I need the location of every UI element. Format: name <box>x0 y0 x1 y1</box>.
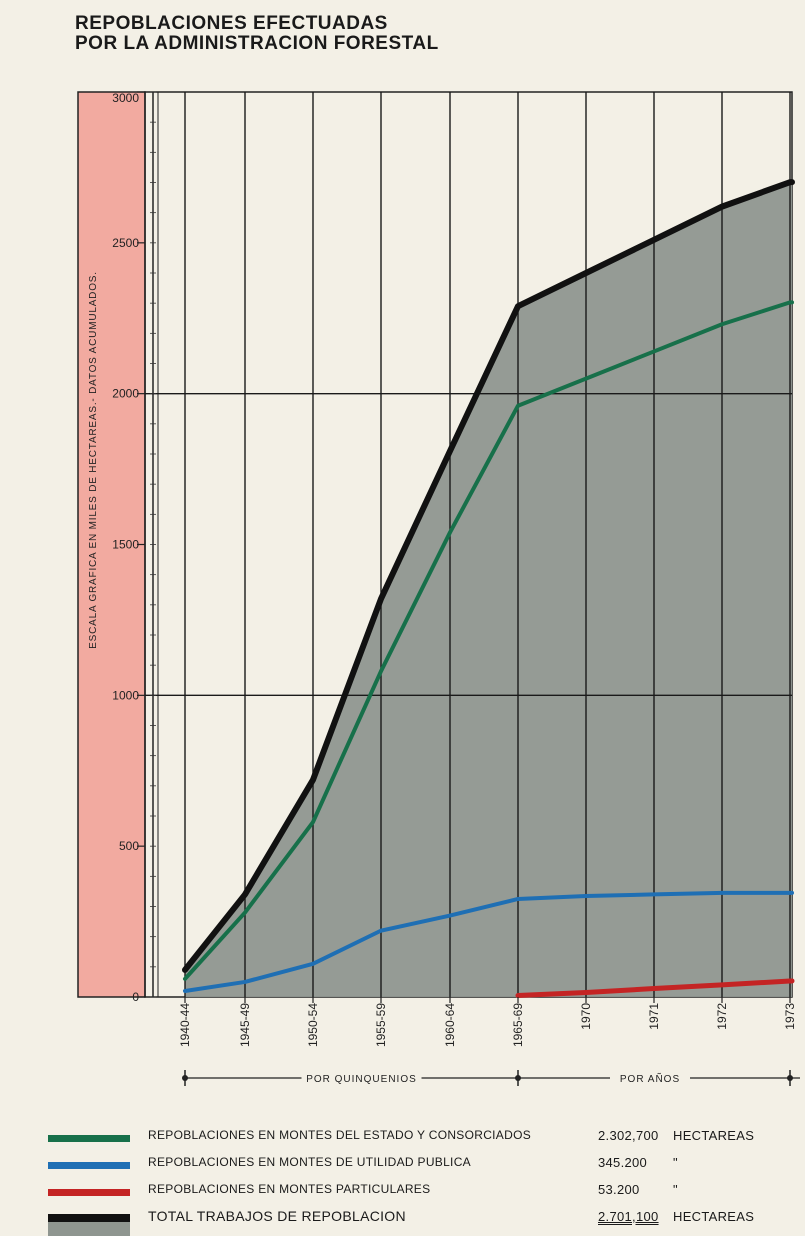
legend-swatch-total <box>48 1214 130 1236</box>
legend-row-utilidad: REPOBLACIONES EN MONTES DE UTILIDAD PUBL… <box>48 1155 788 1182</box>
legend-swatch-estado <box>48 1135 130 1142</box>
data-point-1-1972 <box>720 891 724 895</box>
data-point-3-1945-49 <box>243 892 247 896</box>
x-tick-label-1965-69: 1965-69 <box>511 1003 525 1047</box>
data-point-2-1971 <box>652 987 656 991</box>
data-point-1-1940-44 <box>183 989 187 993</box>
group-label-anos-bg <box>610 1071 690 1085</box>
data-point-1-1970 <box>584 894 588 898</box>
y-tick-label-500: 500 <box>119 839 139 853</box>
legend-value-utilidad: 345.200 <box>598 1155 648 1170</box>
legend-unit-total: HECTAREAS <box>673 1209 755 1224</box>
total-area <box>185 182 792 998</box>
data-point-3-1971 <box>652 238 656 242</box>
legend-value-particulares: 53.200 <box>598 1182 640 1197</box>
data-point-2-1965-69 <box>516 993 520 997</box>
data-point-0-1972 <box>720 322 724 326</box>
x-tick-label-1950-54: 1950-54 <box>306 1003 320 1047</box>
data-point-0-1971 <box>652 349 656 353</box>
data-point-1-1955-59 <box>379 929 383 933</box>
data-point-0-1965-69 <box>516 404 520 408</box>
data-point-3-1970 <box>584 271 588 275</box>
legend-unit-estado: HECTAREAS <box>673 1128 755 1143</box>
y-axis-label: ESCALA GRAFICA EN MILES DE HECTAREAS.- D… <box>88 271 99 649</box>
data-point-0-1955-59 <box>379 669 383 673</box>
data-point-1-1945-49 <box>243 980 247 984</box>
data-point-0-1970 <box>584 377 588 381</box>
legend: REPOBLACIONES EN MONTES DEL ESTADO Y CON… <box>48 1128 788 1236</box>
data-point-3-1965-69 <box>516 304 520 308</box>
y-tick-label-2500: 2500 <box>112 236 139 250</box>
data-point-1-1960-64 <box>448 914 452 918</box>
x-tick-label-1972: 1972 <box>715 1003 729 1030</box>
y-tick-label-2000: 2000 <box>112 387 139 401</box>
chart: 0 500 1000 1500 2000 2500 3000 ESCALA GRAFICA E… <box>77 91 800 1086</box>
chart-title: REPOBLACIONES EFECTUADAS POR LA ADMINIST… <box>75 14 439 54</box>
data-point-0-1950-54 <box>311 820 315 824</box>
x-tick-label-1970: 1970 <box>579 1003 593 1030</box>
group-label-quinquenios: POR QUINQUENIOS <box>306 1074 417 1085</box>
data-point-0-1960-64 <box>448 530 452 534</box>
legend-swatch-utilidad <box>48 1162 130 1169</box>
data-point-1-1965-69 <box>516 897 520 901</box>
group-bracket-dot <box>515 1075 521 1081</box>
data-point-1-1950-54 <box>311 962 315 966</box>
group-label-anos: POR AÑOS <box>620 1072 680 1085</box>
legend-value-estado: 2.302,700 <box>598 1128 659 1143</box>
data-point-3-1972 <box>720 205 724 209</box>
title-line-2: POR LA ADMINISTRACION FORESTAL <box>75 33 439 54</box>
y-tick-label-1000: 1000 <box>112 688 139 702</box>
data-point-2-1972 <box>720 983 724 987</box>
y-tick-label-0: 0 <box>132 990 139 1004</box>
y-tick-label-1500: 1500 <box>112 538 139 552</box>
title-line-1: REPOBLACIONES EFECTUADAS <box>75 13 388 34</box>
legend-label-utilidad: REPOBLACIONES EN MONTES DE UTILIDAD PUBL… <box>148 1155 471 1169</box>
legend-label-total: TOTAL TRABAJOS DE REPOBLACION <box>148 1208 406 1224</box>
group-bracket-dot <box>787 1075 793 1081</box>
group-label-quinquenios-bg <box>301 1071 422 1085</box>
data-point-1-1971 <box>652 892 656 896</box>
data-point-3-1950-54 <box>311 778 315 782</box>
data-point-0-1940-44 <box>183 977 187 981</box>
data-point-1-1973 <box>788 891 792 895</box>
legend-unit-particulares: " <box>673 1182 678 1197</box>
scale-band <box>77 91 146 998</box>
legend-row-particulares: REPOBLACIONES EN MONTES PARTICULARES 53.… <box>48 1182 788 1209</box>
data-point-2-1973 <box>788 979 792 983</box>
group-bracket-dot <box>182 1075 188 1081</box>
x-tick-label-1971: 1971 <box>647 1003 661 1030</box>
y-tick-label-3000: 3000 <box>112 91 139 105</box>
data-point-0-1945-49 <box>243 911 247 915</box>
legend-value-total: 2.701,100 <box>598 1209 659 1224</box>
x-tick-label-1973: 1973 <box>783 1003 797 1030</box>
data-point-3-1940-44 <box>183 968 187 972</box>
data-point-3-1960-64 <box>448 449 452 453</box>
x-tick-label-1955-59: 1955-59 <box>374 1003 388 1047</box>
legend-label-particulares: REPOBLACIONES EN MONTES PARTICULARES <box>148 1182 431 1196</box>
data-point-0-1973 <box>788 300 792 304</box>
x-tick-label-1940-44: 1940-44 <box>178 1003 192 1047</box>
x-tick-label-1945-49: 1945-49 <box>238 1003 252 1047</box>
legend-unit-utilidad: " <box>673 1155 678 1170</box>
data-point-3-1955-59 <box>379 597 383 601</box>
data-point-3-1973 <box>788 180 792 184</box>
legend-swatch-particulares <box>48 1189 130 1196</box>
x-tick-label-1960-64: 1960-64 <box>443 1003 457 1047</box>
legend-label-estado: REPOBLACIONES EN MONTES DEL ESTADO Y CON… <box>148 1128 532 1142</box>
legend-row-estado: REPOBLACIONES EN MONTES DEL ESTADO Y CON… <box>48 1128 788 1155</box>
data-point-2-1970 <box>584 990 588 994</box>
